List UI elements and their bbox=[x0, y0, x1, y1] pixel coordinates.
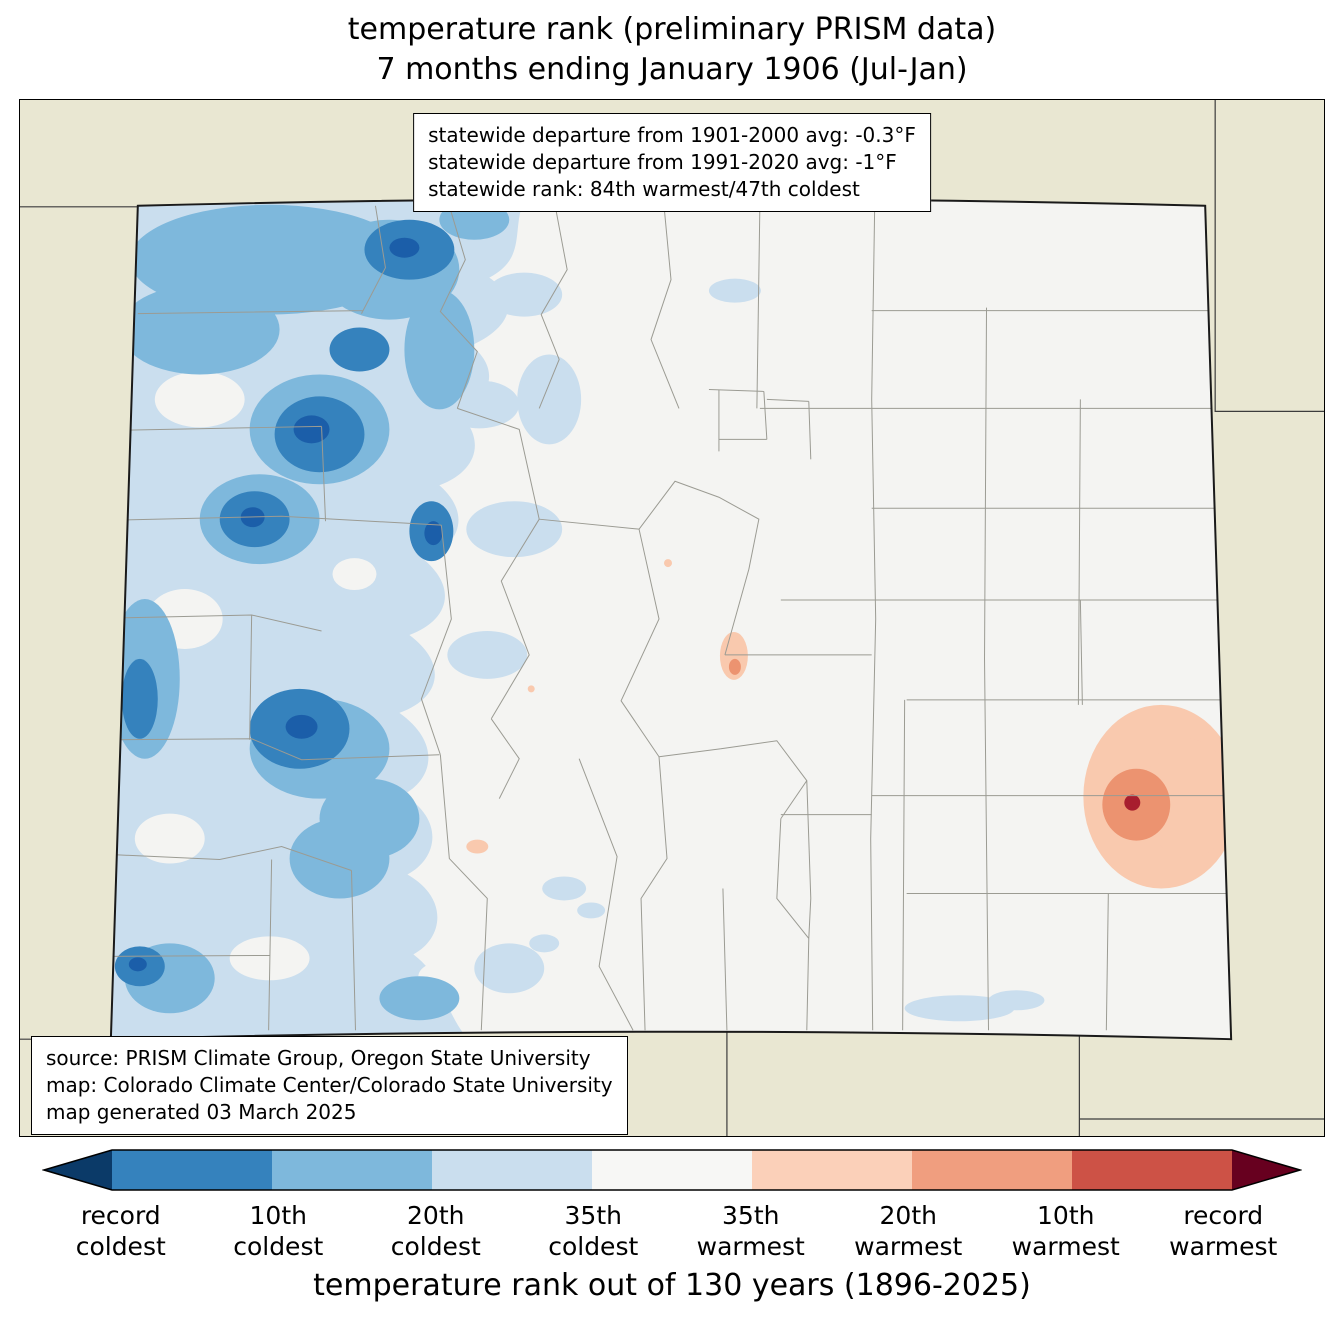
cold-blob bbox=[529, 934, 560, 953]
stats-line-3: statewide rank: 84th warmest/47th coldes… bbox=[428, 177, 860, 201]
cold-blob bbox=[289, 818, 390, 899]
colorbar-label-text: 10th bbox=[249, 1201, 307, 1230]
cold-blob bbox=[121, 658, 158, 739]
stats-line-2: statewide departure from 1991-2020 avg: … bbox=[428, 150, 897, 174]
colorbar-svg bbox=[41, 1149, 1303, 1191]
warm-blob bbox=[466, 839, 489, 854]
cold-blob bbox=[379, 976, 460, 1021]
neutral-blob bbox=[134, 813, 205, 864]
county-lines bbox=[439, 740, 872, 1031]
cold-blob bbox=[424, 521, 443, 546]
stats-line-1: statewide departure from 1901-2000 avg: … bbox=[428, 123, 916, 147]
cold-blob bbox=[285, 714, 318, 739]
colorbar-label-text: coldest bbox=[548, 1232, 639, 1261]
colorbar-label-text: 35th bbox=[564, 1201, 622, 1230]
colorbar-label-text: coldest bbox=[233, 1232, 324, 1261]
cold-blob bbox=[128, 957, 147, 972]
cold-blob bbox=[708, 278, 761, 303]
warm-blob bbox=[728, 658, 741, 675]
colorbar-label: record coldest bbox=[42, 1200, 200, 1262]
colorbar-label-text: warmest bbox=[1169, 1232, 1278, 1261]
colorado-map bbox=[20, 100, 1324, 1136]
colorbar-segment bbox=[592, 1150, 752, 1190]
colorbar-label: 20th coldest bbox=[357, 1200, 515, 1262]
cold-blob bbox=[389, 237, 420, 258]
colorbar-label-text: warmest bbox=[854, 1232, 963, 1261]
neighbor-border-lines bbox=[20, 100, 1324, 1136]
source-line-1: source: PRISM Climate Group, Oregon Stat… bbox=[46, 1046, 591, 1070]
source-box: source: PRISM Climate Group, Oregon Stat… bbox=[31, 1036, 628, 1135]
neutral-blob bbox=[332, 558, 377, 591]
colorbar-label-text: coldest bbox=[75, 1232, 166, 1261]
cold-blob bbox=[466, 501, 563, 558]
colorbar-segment bbox=[432, 1150, 592, 1190]
colorbar-label-text: record bbox=[1183, 1201, 1264, 1230]
colorbar-label: 10th coldest bbox=[200, 1200, 358, 1262]
colorbar-outline bbox=[41, 1149, 1303, 1191]
colorbar-label-text: warmest bbox=[1011, 1232, 1120, 1261]
warm-blob bbox=[719, 631, 748, 680]
cold-blob bbox=[447, 630, 528, 679]
colorbar-caption: temperature rank out of 130 years (1896-… bbox=[313, 1268, 1031, 1303]
cold-blob bbox=[486, 272, 563, 317]
source-line-2: map: Colorado Climate Center/Colorado St… bbox=[46, 1073, 613, 1097]
colorbar-segment bbox=[112, 1150, 272, 1190]
cold-blob bbox=[517, 354, 582, 445]
cold-blob bbox=[542, 876, 587, 901]
colorbar-label-text: 20th bbox=[879, 1201, 937, 1230]
colorbar-label-text: warmest bbox=[696, 1232, 805, 1261]
county-borders bbox=[110, 205, 1227, 1031]
map-area: statewide departure from 1901-2000 avg: … bbox=[19, 99, 1325, 1137]
county-lines bbox=[137, 205, 761, 409]
colorbar-labels: record coldest 10th coldest 20th coldest… bbox=[42, 1200, 1302, 1262]
neutral-blob bbox=[154, 371, 245, 428]
cold-blob bbox=[577, 902, 606, 919]
colorbar-label: 20th warmest bbox=[830, 1200, 988, 1262]
cold-blob bbox=[293, 415, 330, 444]
source-line-3: map generated 03 March 2025 bbox=[46, 1100, 357, 1124]
cold-blob bbox=[404, 289, 475, 410]
colorbar-label-text: record bbox=[80, 1201, 161, 1230]
colorbar-label-text: coldest bbox=[390, 1232, 481, 1261]
title-line-2: 7 months ending January 1906 (Jul-Jan) bbox=[376, 52, 968, 87]
colorbar-label-text: 20th bbox=[407, 1201, 465, 1230]
cold-blob bbox=[904, 995, 1015, 1022]
warm-blob bbox=[527, 685, 535, 693]
warm-blob bbox=[1124, 794, 1141, 811]
colorbar-label-text: 35th bbox=[722, 1201, 780, 1230]
colorbar bbox=[41, 1147, 1303, 1193]
warm-region-record bbox=[1124, 794, 1141, 811]
warm-blob bbox=[664, 559, 672, 568]
colorbar-label: 35th coldest bbox=[515, 1200, 673, 1262]
colorbar-left-arrow bbox=[44, 1150, 112, 1190]
stats-box: statewide departure from 1901-2000 avg: … bbox=[413, 113, 931, 212]
county-lines bbox=[420, 388, 872, 799]
warm-blob bbox=[1143, 738, 1232, 859]
colorbar-label-text: 10th bbox=[1037, 1201, 1095, 1230]
colorbar-label: 35th warmest bbox=[672, 1200, 830, 1262]
colorbar-segment bbox=[272, 1150, 432, 1190]
cold-blob bbox=[474, 943, 545, 994]
colorbar-segment bbox=[752, 1150, 912, 1190]
cold-blob bbox=[329, 327, 390, 372]
colorbar-label: record warmest bbox=[1145, 1200, 1303, 1262]
colorbar-right-arrow bbox=[1232, 1150, 1300, 1190]
county-lines bbox=[759, 205, 1227, 1031]
map-data-layers bbox=[110, 198, 1232, 1040]
title-line-1: temperature rank (preliminary PRISM data… bbox=[347, 12, 997, 47]
colorbar-segment bbox=[912, 1150, 1072, 1190]
neighbor-state-borders bbox=[20, 100, 1324, 1136]
cold-blob bbox=[988, 990, 1045, 1011]
county-lines bbox=[110, 425, 442, 1031]
colorbar-segment bbox=[1072, 1150, 1232, 1190]
cold-blob bbox=[119, 284, 280, 375]
colorbar-label: 10th warmest bbox=[987, 1200, 1145, 1262]
